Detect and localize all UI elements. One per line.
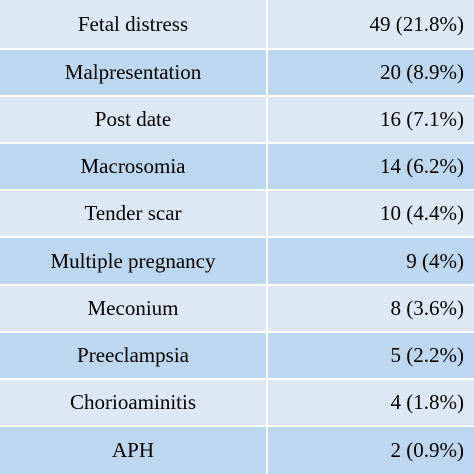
indication-count: 4 (1.8%) [390,390,464,414]
indication-name: Post date [0,97,268,142]
indication-count: 16 (7.1%) [380,107,464,131]
indication-count: 9 (4%) [406,248,464,273]
indication-name: Chorioaminitis [0,380,268,425]
indication-name: Preeclampsia [0,333,268,378]
indication-count: 5 (2.2%) [390,343,464,367]
table-row: Multiple pregnancy 9 (4%) [0,238,474,286]
indication-name: Tender scar [0,191,268,236]
indication-count: 2 (0.9%) [390,438,464,462]
indication-count: 14 (6.2%) [380,154,464,178]
indication-count: 10 (4.4%) [380,201,464,225]
table-row: Chorioaminitis 4 (1.8%) [0,380,474,427]
table-row: Macrosomia 14 (6.2%) [0,144,474,191]
indication-count: 20 (8.9%) [380,60,464,84]
table-row: Tender scar 10 (4.4%) [0,191,474,238]
indication-name: APH [0,427,268,474]
indication-count: 49 (21.8%) [369,11,464,36]
indication-name: Multiple pregnancy [0,238,268,284]
indication-name: Fetal distress [0,0,268,48]
indication-name: Meconium [0,286,268,331]
table-row: Malpresentation 20 (8.9%) [0,50,474,97]
table-row: APH 2 (0.9%) [0,427,474,474]
table-row: Meconium 8 (3.6%) [0,286,474,333]
indication-name: Macrosomia [0,144,268,189]
table-row: Fetal distress 49 (21.8%) [0,0,474,50]
indication-name: Malpresentation [0,50,268,95]
table-row: Post date 16 (7.1%) [0,97,474,144]
table-row: Preeclampsia 5 (2.2%) [0,333,474,380]
indication-count: 8 (3.6%) [390,296,464,320]
